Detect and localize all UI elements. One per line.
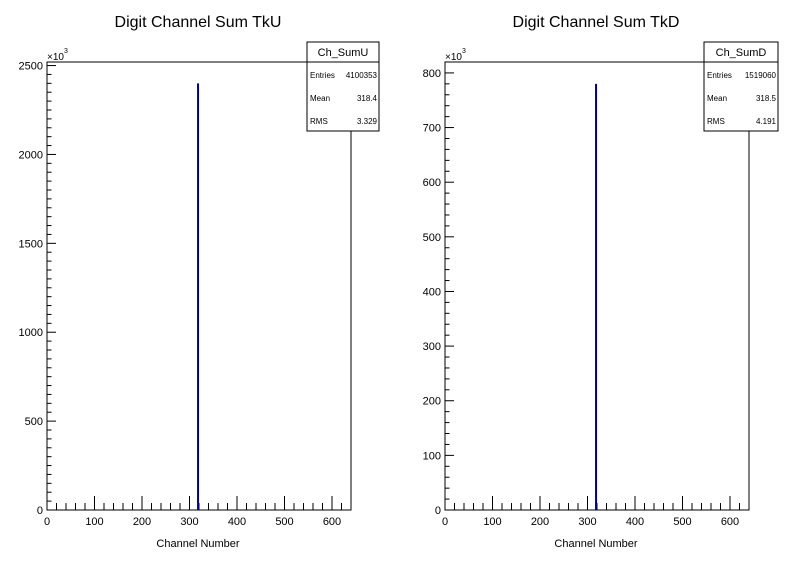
x-tick-label: 0 [44,516,50,528]
stats-value: 1519060 [745,71,777,80]
y-axis-multiplier: ×10 3 [445,48,466,63]
x-tick-label: 200 [531,516,549,528]
histogram-pad-tku: Digit Channel Sum TkU 050010001500200025… [19,14,380,550]
y-tick-label: 600 [423,177,441,189]
x-axis-label: Channel Number [156,538,239,550]
x-tick-label: 0 [442,516,448,528]
chart-title: Digit Channel Sum TkD [513,14,680,31]
y-tick-label: 0 [37,505,43,517]
y-tick-label: 1500 [19,238,43,250]
stats-label: RMS [310,117,328,126]
y-axis: 0 100 200 300 400 500 600 700 800 [423,61,454,517]
stats-box: Ch_SumD Entries 1519060 Mean 318.5 RMS 4… [703,41,779,132]
stats-label: Entries [310,71,335,80]
y-tick-label: 1000 [19,327,43,339]
stats-label: RMS [707,117,725,126]
x-axis: 0 100 200 300 400 500 600 [44,496,352,528]
y-tick-label: 300 [423,341,441,353]
x-tick-label: 500 [673,516,691,528]
y-axis-multiplier: ×10 3 [47,48,68,63]
y-tick-label: 200 [423,396,441,408]
y-multiplier-base: ×10 [445,52,462,63]
stats-box-frame [306,41,380,132]
y-tick-label: 2000 [19,149,43,161]
stats-label: Entries [707,71,732,80]
y-tick-label: 700 [423,123,441,135]
x-tick-label: 600 [721,516,739,528]
y-axis: 0 500 1000 1500 2000 2500 [19,61,56,517]
stats-value: 318.4 [357,94,378,103]
x-tick-label: 400 [626,516,644,528]
x-tick-label: 400 [228,516,246,528]
stats-value: 3.329 [357,117,378,126]
y-tick-label: 800 [423,68,441,80]
x-tick-label: 100 [483,516,501,528]
x-axis-label: Channel Number [554,538,637,550]
chart-title: Digit Channel Sum TkU [115,14,282,31]
y-tick-label: 500 [423,232,441,244]
y-multiplier-exponent: 3 [64,48,68,55]
x-axis: 0 100 200 300 400 500 600 [442,496,750,528]
y-multiplier-exponent: 3 [462,48,466,55]
stats-label: Mean [310,94,330,103]
x-tick-label: 500 [275,516,293,528]
y-tick-label: 100 [423,450,441,462]
x-tick-label: 300 [180,516,198,528]
x-tick-label: 100 [85,516,103,528]
stats-title: Ch_SumD [716,47,767,59]
stats-value: 318.5 [756,94,777,103]
stats-value: 4.191 [756,117,777,126]
y-tick-label: 500 [25,416,43,428]
stats-box: Ch_SumU Entries 4100353 Mean 318.4 RMS 3… [306,41,380,132]
x-tick-label: 200 [133,516,151,528]
y-tick-label: 400 [423,286,441,298]
y-tick-label: 0 [435,505,441,517]
histogram-pad-tkd: Digit Channel Sum TkD 0 100 200 300 400 500 60… [423,14,779,550]
stats-title: Ch_SumU [318,47,369,59]
y-multiplier-base: ×10 [47,52,64,63]
stats-value: 4100353 [346,71,378,80]
x-tick-label: 600 [323,516,341,528]
x-tick-label: 300 [578,516,596,528]
stats-label: Mean [707,94,727,103]
stats-box-frame [703,41,779,132]
y-tick-label: 2500 [19,61,43,73]
